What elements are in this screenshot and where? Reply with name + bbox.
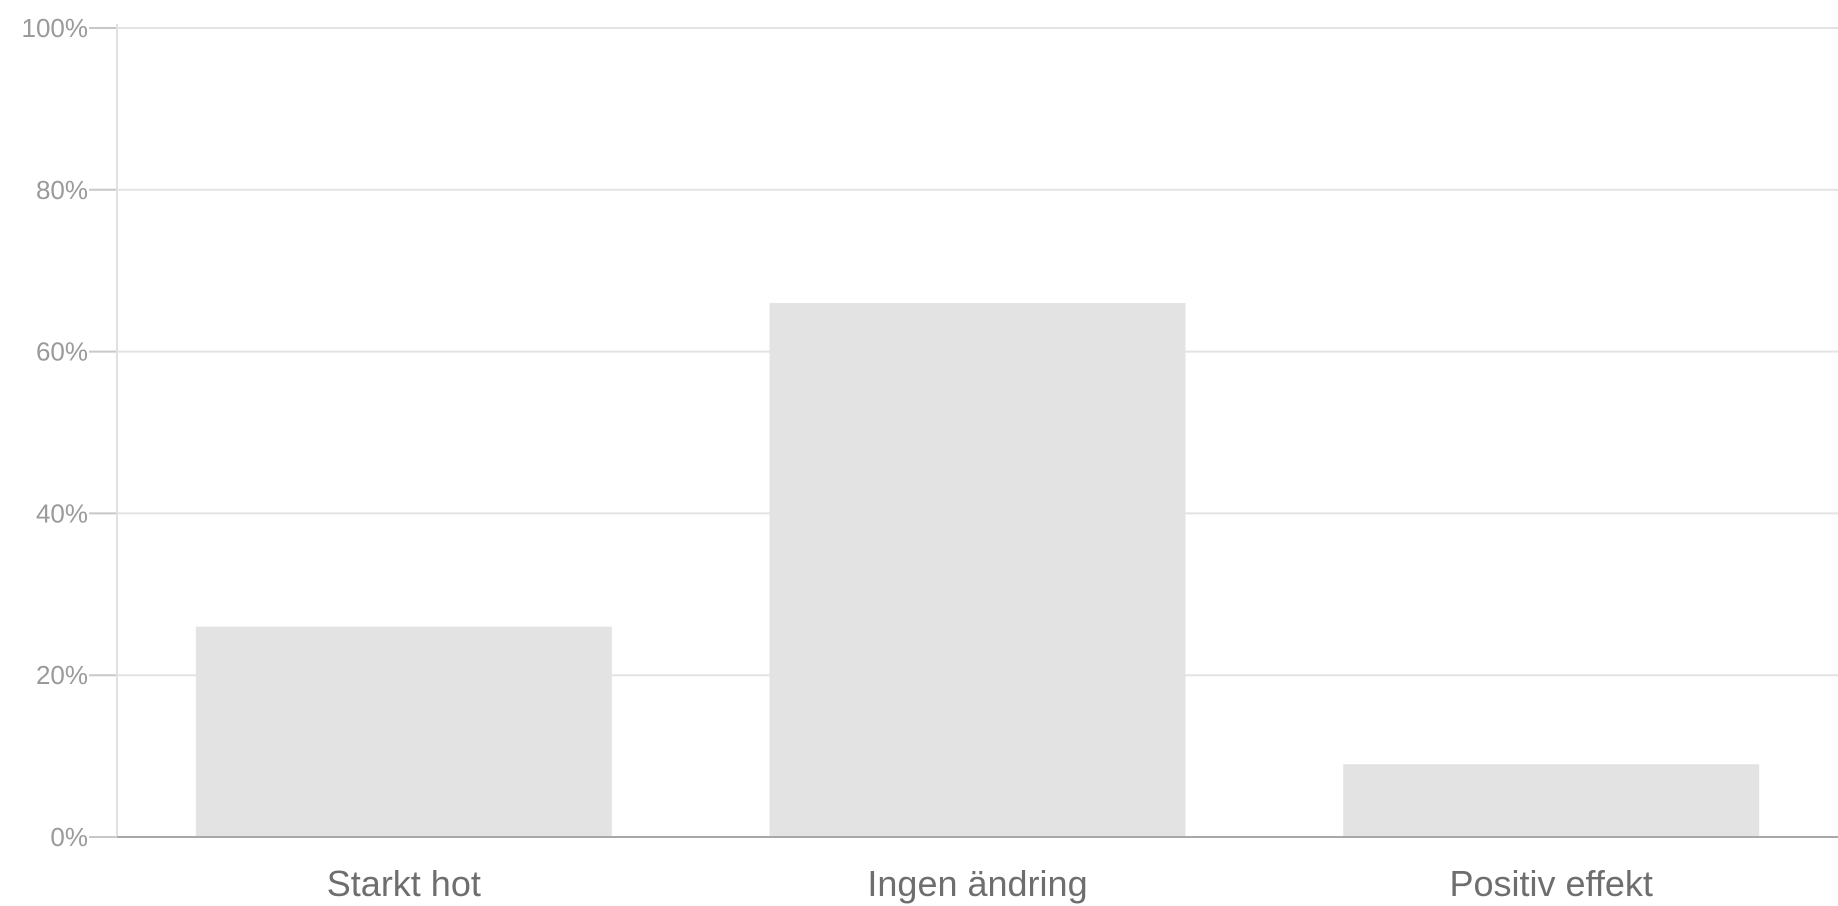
- bar-ingen-ändring: [769, 303, 1186, 837]
- axes: [89, 24, 1838, 838]
- bars: [195, 303, 1760, 837]
- y-tick-label: 0%: [50, 822, 88, 852]
- bar-positiv-effekt: [1343, 764, 1760, 837]
- y-tick-label: 80%: [36, 175, 88, 205]
- x-tick-label: Starkt hot: [327, 863, 481, 904]
- y-tick-label: 40%: [36, 498, 88, 528]
- x-tick-label: Positiv effekt: [1449, 863, 1652, 904]
- bar-starkt-hot: [195, 626, 612, 837]
- y-tick-label: 100%: [22, 13, 89, 43]
- x-tick-label: Ingen ändring: [867, 863, 1087, 904]
- y-tick-label: 60%: [36, 337, 88, 367]
- y-tick-label: 20%: [36, 660, 88, 690]
- tick-labels: 0% 20% 40% 60% 80% 100% Starkt hot Ingen ändrin…: [22, 13, 1653, 904]
